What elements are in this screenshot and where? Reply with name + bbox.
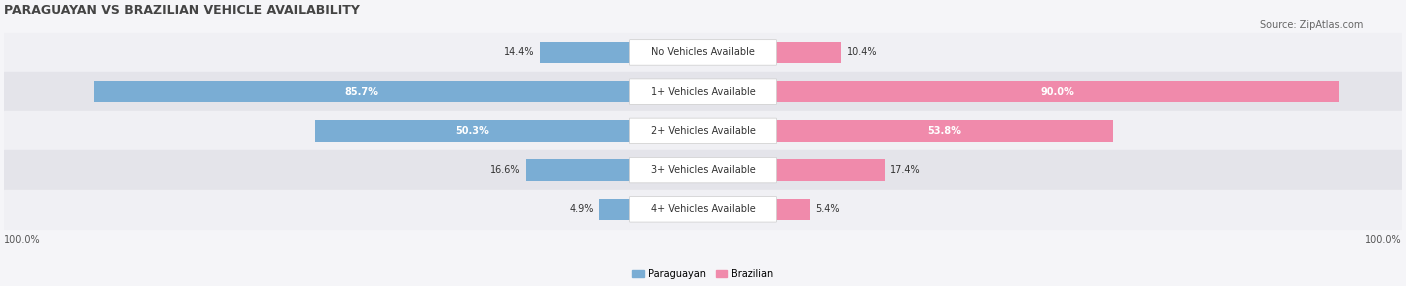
Bar bbox=[526, 159, 630, 181]
Text: 3+ Vehicles Available: 3+ Vehicles Available bbox=[651, 165, 755, 175]
Bar bbox=[94, 81, 630, 102]
FancyBboxPatch shape bbox=[630, 40, 776, 65]
Bar bbox=[4, 33, 1402, 72]
Text: PARAGUAYAN VS BRAZILIAN VEHICLE AVAILABILITY: PARAGUAYAN VS BRAZILIAN VEHICLE AVAILABI… bbox=[4, 4, 360, 17]
Text: 17.4%: 17.4% bbox=[890, 165, 921, 175]
Text: 85.7%: 85.7% bbox=[344, 87, 378, 97]
Bar bbox=[776, 81, 1340, 102]
FancyBboxPatch shape bbox=[630, 79, 776, 104]
Text: 90.0%: 90.0% bbox=[1040, 87, 1074, 97]
Bar bbox=[599, 198, 630, 220]
Legend: Paraguayan, Brazilian: Paraguayan, Brazilian bbox=[628, 265, 778, 283]
Text: 10.4%: 10.4% bbox=[846, 47, 877, 57]
Bar bbox=[4, 150, 1402, 190]
Bar bbox=[4, 111, 1402, 150]
Text: 16.6%: 16.6% bbox=[491, 165, 520, 175]
Text: 2+ Vehicles Available: 2+ Vehicles Available bbox=[651, 126, 755, 136]
Text: 50.3%: 50.3% bbox=[456, 126, 489, 136]
FancyBboxPatch shape bbox=[630, 196, 776, 222]
Text: Source: ZipAtlas.com: Source: ZipAtlas.com bbox=[1260, 20, 1364, 30]
Text: 4+ Vehicles Available: 4+ Vehicles Available bbox=[651, 204, 755, 214]
Text: 14.4%: 14.4% bbox=[503, 47, 534, 57]
Bar bbox=[776, 42, 841, 63]
Bar bbox=[776, 159, 884, 181]
Bar bbox=[540, 42, 630, 63]
Text: 53.8%: 53.8% bbox=[928, 126, 962, 136]
Text: No Vehicles Available: No Vehicles Available bbox=[651, 47, 755, 57]
FancyBboxPatch shape bbox=[630, 118, 776, 144]
Bar bbox=[4, 72, 1402, 111]
Text: 4.9%: 4.9% bbox=[569, 204, 593, 214]
Bar bbox=[315, 120, 630, 142]
Text: 1+ Vehicles Available: 1+ Vehicles Available bbox=[651, 87, 755, 97]
Bar bbox=[776, 120, 1112, 142]
Bar bbox=[4, 190, 1402, 229]
Text: 100.0%: 100.0% bbox=[4, 235, 41, 245]
FancyBboxPatch shape bbox=[630, 157, 776, 183]
Text: 100.0%: 100.0% bbox=[1365, 235, 1402, 245]
Bar bbox=[776, 198, 810, 220]
Text: 5.4%: 5.4% bbox=[815, 204, 839, 214]
